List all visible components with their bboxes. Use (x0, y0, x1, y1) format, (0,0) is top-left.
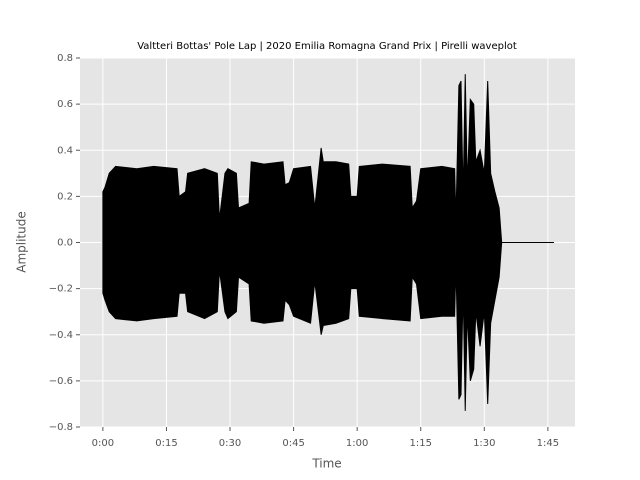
x-tick-label: 1:00 (346, 438, 368, 449)
x-tick-label: 1:45 (537, 438, 559, 449)
y-tick-label: 0.0 (57, 238, 73, 249)
x-tick-label: 0:45 (282, 438, 304, 449)
x-tick-label: 1:15 (410, 438, 432, 449)
y-tick-label: −0.2 (49, 284, 73, 295)
y-tick-label: −0.8 (49, 422, 73, 433)
y-tick-label: −0.6 (49, 376, 73, 387)
y-tick-label: −0.4 (49, 330, 73, 341)
chart-title: Valtteri Bottas' Pole Lap | 2020 Emilia … (137, 41, 517, 52)
y-tick-label: 0.4 (57, 145, 73, 156)
x-axis-label: Time (311, 457, 341, 471)
y-axis-label: Amplitude (15, 211, 29, 273)
x-tick-label: 0:30 (219, 438, 241, 449)
x-tick-label: 0:00 (92, 438, 114, 449)
waveform-envelope (102, 74, 554, 243)
y-tick-label: 0.8 (57, 53, 73, 64)
y-tick-label: 0.2 (57, 191, 73, 202)
waveform-envelope (102, 242, 554, 411)
y-tick-label: 0.6 (57, 99, 73, 110)
x-tick-label: 0:15 (155, 438, 177, 449)
x-tick-label: 1:30 (473, 438, 495, 449)
